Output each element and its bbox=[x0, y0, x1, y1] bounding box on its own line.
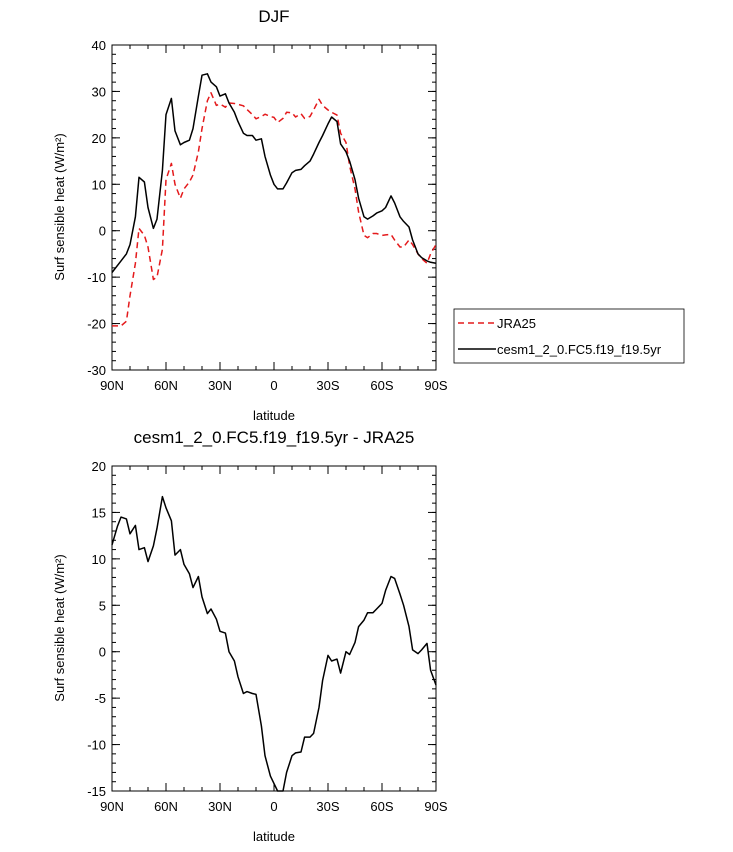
legend-box bbox=[453, 308, 685, 364]
top-axis-ticks: 90N 60N 30N 0 30S 60S 90S -30 -20 -10 0 10 20 30 40 bbox=[87, 38, 448, 393]
bottom-x-axis-label: latitude bbox=[253, 829, 295, 844]
series-line-0-0 bbox=[112, 92, 437, 327]
y-tick-label: 30 bbox=[92, 84, 106, 99]
x-tick-label: 30N bbox=[208, 378, 232, 393]
y-tick-label: 20 bbox=[92, 131, 106, 146]
top-legend: JRA25 cesm1_2_0.FC5.f19_f19.5yr bbox=[453, 308, 685, 364]
y-tick-label: -5 bbox=[94, 691, 106, 706]
top-chart-title: DJF bbox=[258, 7, 289, 26]
x-tick-label: 30N bbox=[208, 799, 232, 814]
x-tick-label: 90N bbox=[100, 799, 124, 814]
bottom-plot-frame bbox=[111, 465, 437, 792]
y-tick-label: 0 bbox=[99, 224, 106, 239]
top-panel: DJF 90N 60N 30N 0 30S 60S 90S -30 -20 -10 0 10 20 30 4… bbox=[52, 7, 448, 423]
y-tick-label: -20 bbox=[87, 317, 106, 332]
x-tick-label: 90N bbox=[100, 378, 124, 393]
x-tick-label: 0 bbox=[270, 799, 277, 814]
top-y-axis-label: Surf sensible heat (W/m²) bbox=[52, 133, 67, 280]
x-tick-label: 0 bbox=[270, 378, 277, 393]
top-series-lines bbox=[111, 73, 437, 327]
x-tick-label: 60S bbox=[370, 378, 393, 393]
y-tick-label: -10 bbox=[87, 270, 106, 285]
y-tick-label: 40 bbox=[92, 38, 106, 53]
y-tick-label: -10 bbox=[87, 738, 106, 753]
top-x-axis-label: latitude bbox=[253, 408, 295, 423]
y-tick-label: -30 bbox=[87, 363, 106, 378]
top-plot-frame bbox=[111, 44, 437, 371]
x-tick-label: 60N bbox=[154, 378, 178, 393]
bottom-y-axis-label: Surf sensible heat (W/m²) bbox=[52, 554, 67, 701]
y-tick-label: 5 bbox=[99, 598, 106, 613]
y-tick-label: 10 bbox=[92, 552, 106, 567]
bottom-chart-title: cesm1_2_0.FC5.f19_f19.5yr - JRA25 bbox=[134, 428, 415, 447]
bottom-series-lines bbox=[111, 495, 437, 792]
y-tick-label: 0 bbox=[99, 645, 106, 660]
legend-label-cesm: cesm1_2_0.FC5.f19_f19.5yr bbox=[497, 342, 662, 357]
x-tick-label: 90S bbox=[424, 799, 447, 814]
bottom-axis-ticks: 90N 60N 30N 0 30S 60S 90S -15 -10 -5 0 5 10 15 20 bbox=[87, 459, 448, 814]
y-tick-label: -15 bbox=[87, 784, 106, 799]
series-line-1-0 bbox=[111, 495, 437, 792]
bottom-panel: cesm1_2_0.FC5.f19_f19.5yr - JRA25 90N 60N… bbox=[52, 428, 448, 844]
y-tick-label: 15 bbox=[92, 505, 106, 520]
series-line-0-1 bbox=[111, 73, 437, 273]
y-tick-label: 20 bbox=[92, 459, 106, 474]
x-tick-label: 30S bbox=[316, 799, 339, 814]
x-tick-label: 90S bbox=[424, 378, 447, 393]
x-tick-label: 60S bbox=[370, 799, 393, 814]
x-tick-label: 60N bbox=[154, 799, 178, 814]
legend-label-jra25: JRA25 bbox=[497, 316, 536, 331]
y-tick-label: 10 bbox=[92, 177, 106, 192]
x-tick-label: 30S bbox=[316, 378, 339, 393]
